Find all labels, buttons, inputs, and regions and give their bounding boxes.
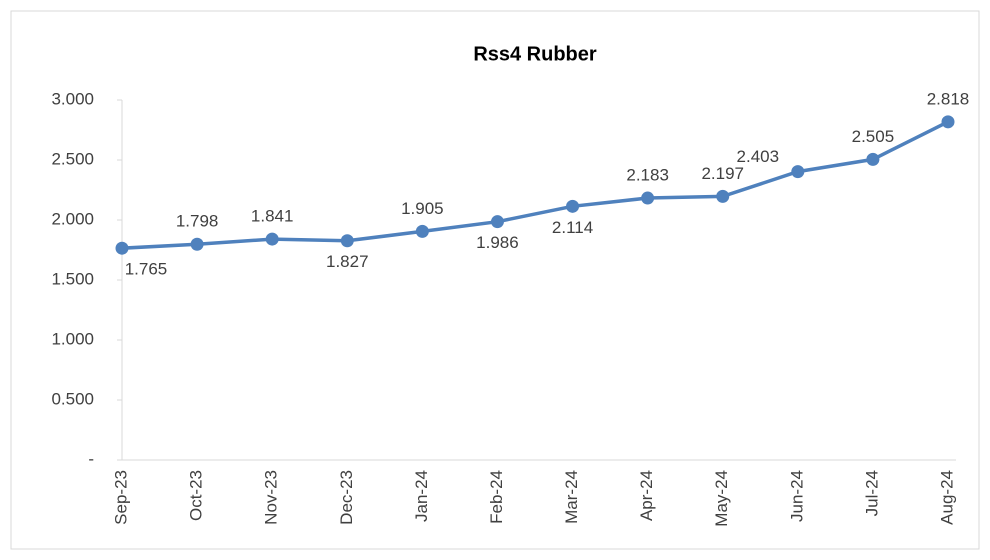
point [490,215,504,229]
point [941,115,955,129]
x-tick-label: Dec-23 [337,470,356,525]
point [115,241,129,255]
point [716,189,730,203]
data-label: 2.114 [552,218,593,237]
y-tick-label: 2.500 [51,149,94,168]
x-tick-label: Mar-24 [562,470,581,524]
y-tick-label: 1.500 [51,269,94,288]
data-label: 2.505 [852,127,895,146]
y-tick-label: 1.000 [51,329,94,348]
data-label: 2.818 [927,89,970,108]
point [791,165,805,179]
data-label: 1.905 [401,199,444,218]
point [415,224,429,238]
point [265,232,279,246]
data-label: 1.765 [125,260,168,279]
data-label: 2.197 [701,164,744,183]
data-label: 1.827 [326,252,369,271]
point [566,199,580,213]
point [641,191,655,205]
x-tick-label: Feb-24 [487,470,506,524]
point [340,234,354,248]
point [866,152,880,166]
data-label: 1.798 [176,212,219,231]
x-tick-label: Sep-23 [111,470,130,525]
x-tick-label: Apr-24 [637,470,656,521]
x-tick-label: Aug-24 [937,470,956,525]
data-label: 1.841 [251,207,294,226]
y-tick-label: 0.500 [51,389,94,408]
data-label: 1.986 [476,233,519,252]
y-tick-label: - [88,449,94,468]
line [121,120,949,250]
y-tick-label: 2.000 [51,209,94,228]
chart-border [10,10,980,550]
x-tick-label: May-24 [712,470,731,527]
x-tick-label: Oct-23 [187,470,206,521]
data-label: 2.403 [737,147,780,166]
x-tick-label: Jun-24 [787,470,806,522]
x-tick-label: Jan-24 [412,470,431,522]
x-tick-label: Nov-23 [262,470,281,525]
y-tick-label: 3.000 [51,89,94,108]
x-tick-label: Jul-24 [862,470,881,516]
data-label: 2.183 [626,166,669,185]
point [190,237,204,251]
chart-title: Rss4 Rubber [473,43,597,65]
